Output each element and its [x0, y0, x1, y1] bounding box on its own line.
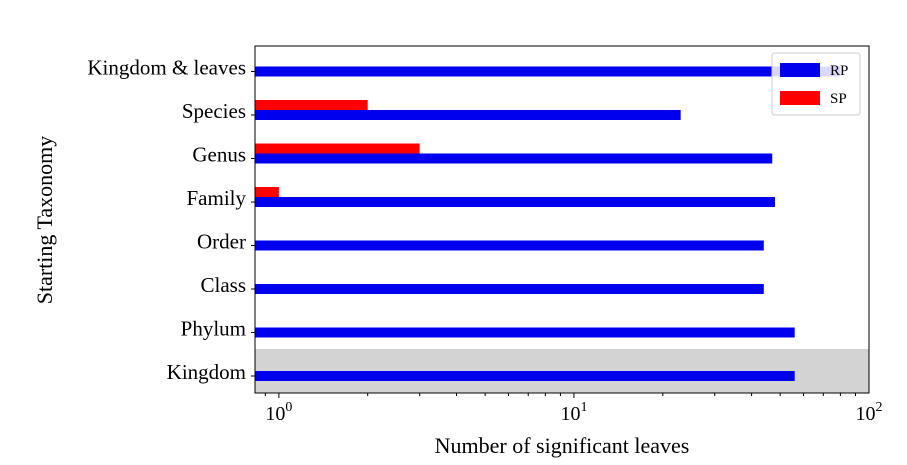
- legend-swatch-rp: [780, 63, 820, 77]
- bar-rp-order: [255, 240, 764, 251]
- x-tick-exponent: 1: [580, 400, 587, 415]
- bar-rp-kingdom: [255, 371, 795, 381]
- bar-sp-species: [255, 100, 368, 110]
- x-axis-ticks: 100 101 102: [264, 393, 883, 425]
- y-tick-label: Genus: [192, 143, 246, 167]
- x-axis-label: Number of significant leaves: [435, 433, 690, 458]
- bar-rp-genus: [255, 153, 773, 164]
- y-tick-label: Kingdom: [167, 360, 246, 384]
- y-axis-ticks: Kingdom Phylum Class Order Family Genus Specie…: [87, 56, 255, 384]
- x-tick-exponent: 2: [876, 400, 883, 415]
- bar-sp-family: [255, 187, 279, 197]
- x-tick-label: 102: [856, 400, 883, 425]
- legend-swatch-sp: [780, 91, 820, 105]
- legend: RP SP: [771, 52, 861, 116]
- x-tick-base: 10: [560, 403, 580, 425]
- x-tick-label: 100: [265, 400, 292, 425]
- y-tick-label: Family: [186, 186, 246, 210]
- bar-rp-family: [255, 197, 775, 207]
- x-tick-base: 10: [265, 403, 285, 425]
- y-tick-label: Class: [200, 273, 246, 297]
- bar-rp-phylum: [255, 327, 795, 338]
- bar-sp-genus: [255, 143, 420, 154]
- bar-rp-class: [255, 284, 764, 294]
- x-tick-base: 10: [856, 403, 876, 425]
- y-tick-label: Kingdom & leaves: [87, 56, 246, 80]
- legend-label-sp: SP: [830, 91, 847, 107]
- y-tick-label: Order: [197, 230, 246, 254]
- axes-frame: [254, 45, 870, 394]
- y-tick-label: Phylum: [181, 317, 246, 341]
- y-axis-label: Starting Taxonomy: [32, 136, 57, 305]
- bar-rp-species: [255, 110, 681, 120]
- y-tick-label: Species: [182, 99, 246, 123]
- plot-area: [254, 45, 870, 394]
- bar-rp-kingdom-leaves: [255, 66, 841, 77]
- x-tick-label: 101: [560, 400, 587, 425]
- x-tick-exponent: 0: [285, 400, 292, 415]
- legend-label-rp: RP: [830, 63, 848, 79]
